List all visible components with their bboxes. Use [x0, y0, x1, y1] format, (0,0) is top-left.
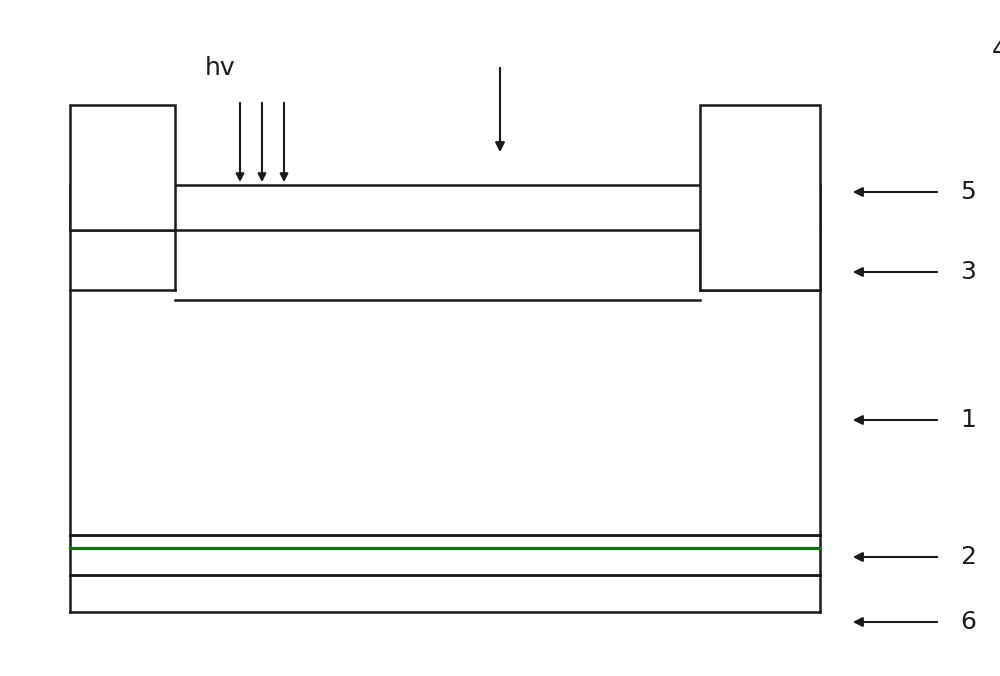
Text: 4: 4: [992, 38, 1000, 62]
Text: hv: hv: [205, 56, 235, 80]
Bar: [700, 105, 820, 290]
Text: 1: 1: [960, 408, 976, 432]
Text: 6: 6: [960, 610, 976, 634]
Bar: [70, 105, 175, 230]
Text: 3: 3: [960, 260, 976, 284]
Text: 2: 2: [960, 545, 976, 569]
Text: 5: 5: [960, 180, 976, 204]
